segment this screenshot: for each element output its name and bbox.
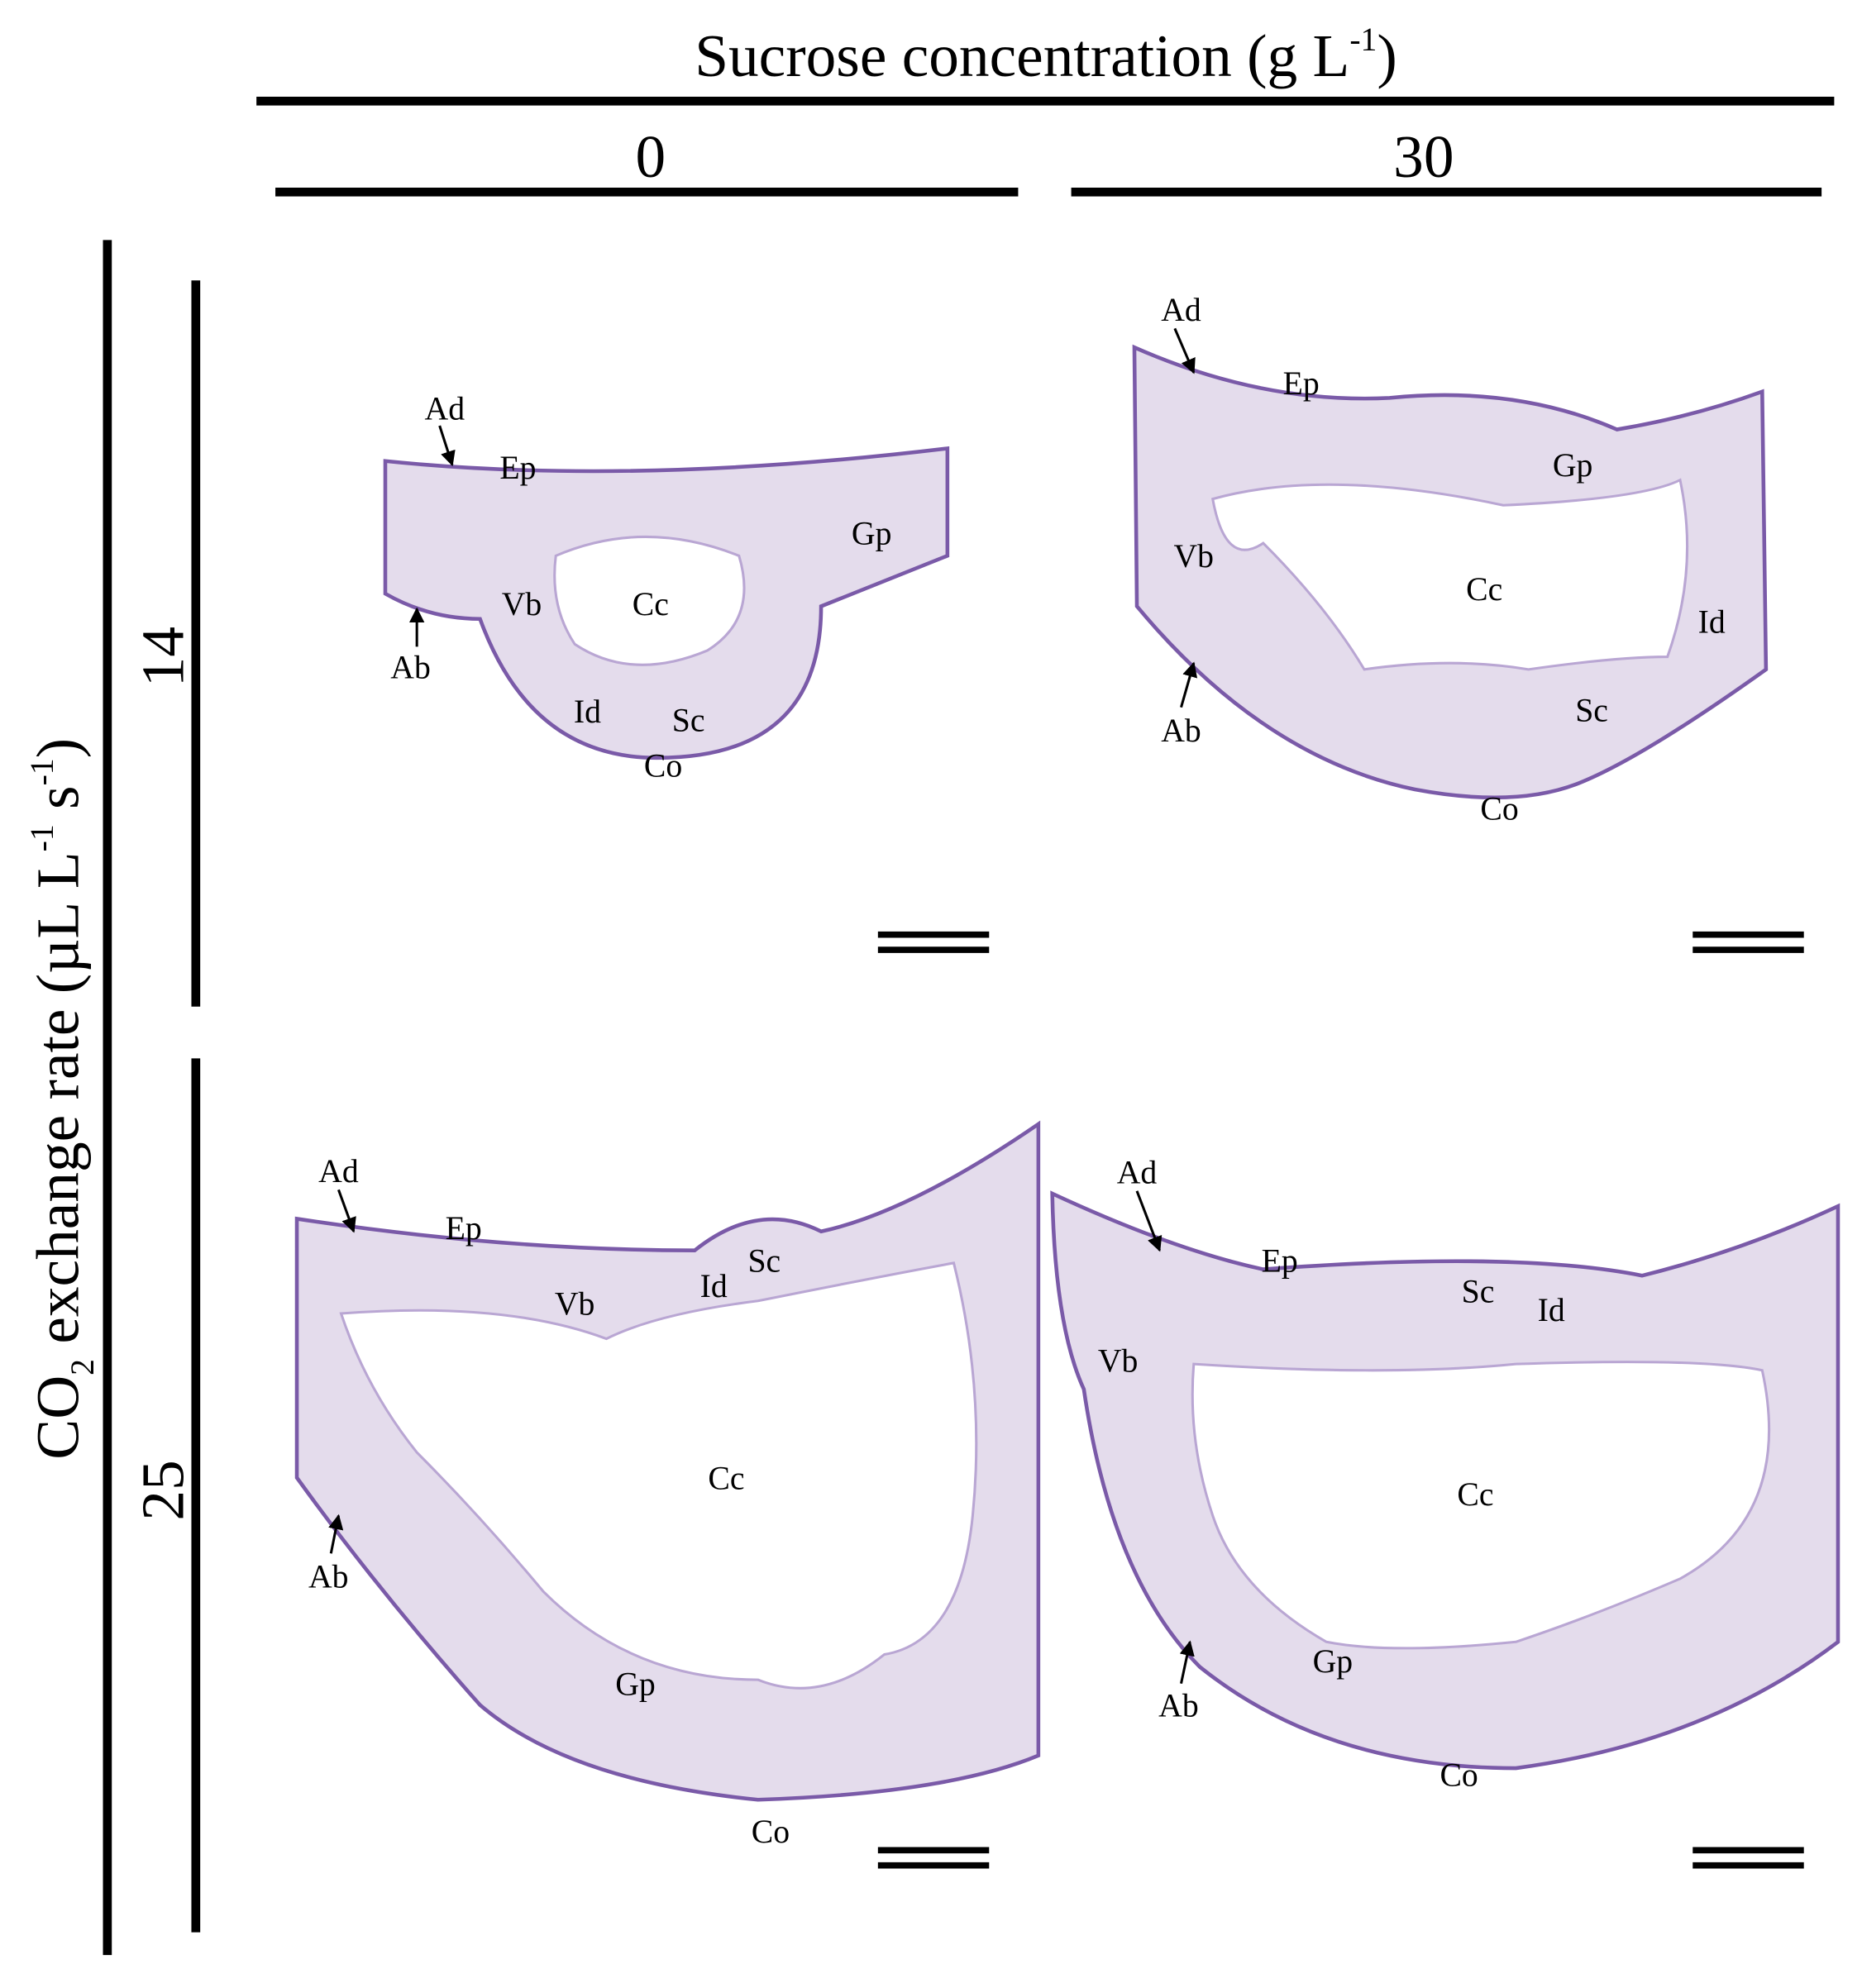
tissue-label: Vb [502, 586, 542, 622]
tissue-label: Sc [1575, 692, 1608, 728]
tissue-label: Ab [1161, 713, 1201, 749]
tissue-label: Cc [708, 1460, 744, 1496]
tissue-label: Gp [1313, 1643, 1354, 1680]
tissue-label: Id [574, 694, 601, 730]
pointer-arrow [438, 425, 456, 467]
tissue-label: Vb [1098, 1342, 1139, 1379]
tissue-label: Co [752, 1814, 790, 1850]
tissue-label: Id [1698, 604, 1726, 641]
title-text: ) [1377, 22, 1396, 89]
tissue-label: Ab [390, 650, 431, 686]
tissue-label: Co [644, 748, 682, 784]
central-cavity [553, 535, 746, 666]
tissue-label: Cc [633, 586, 669, 622]
pointer-arrow [337, 1189, 356, 1233]
pointer-arrow [1180, 661, 1198, 708]
tissue-label: Ep [1283, 365, 1320, 402]
tissue-label: Sc [747, 1243, 781, 1280]
row-axis-title: CO2 exchange rate (µL L-1 s-1) [24, 738, 101, 1460]
panels: Ad Ep Gp Vb Cc Ab Id Sc Co Ad Ep Gp Vb Cc Id Ab Sc Co Ad Ep… [294, 292, 1841, 1869]
row-label: 25 [130, 1460, 197, 1520]
tissue-label: Co [1480, 791, 1518, 827]
axis-sub: 2 [64, 1359, 101, 1375]
tissue-label: Sc [672, 703, 705, 739]
title-sup: -1 [1349, 21, 1377, 58]
column-label: 0 [635, 123, 666, 190]
tissue-label: Ab [308, 1559, 349, 1595]
tissue-label: Ep [1262, 1243, 1298, 1280]
pointer-arrow [1179, 1640, 1195, 1685]
tissue-label: Ad [425, 390, 466, 427]
axis-text: s [25, 785, 92, 824]
row-label: 14 [130, 627, 197, 687]
tissue-label: Co [1439, 1757, 1478, 1793]
tissue-label: Sc [1462, 1273, 1495, 1309]
pointer-arrow [1173, 327, 1196, 374]
column-axis-title: Sucrose concentration (g L-1) [695, 21, 1397, 89]
tissue-label: Ad [1117, 1155, 1158, 1191]
tissue-label: Cc [1466, 571, 1502, 608]
tissue-label: Vb [555, 1286, 595, 1323]
title-text: Sucrose concentration (g L [695, 22, 1349, 89]
pointer-arrow [328, 1514, 344, 1554]
tissue-label: Id [1538, 1292, 1565, 1328]
tissue-label: Id [700, 1268, 728, 1304]
central-cavity [1191, 1361, 1771, 1650]
tissue-label: Ep [446, 1210, 482, 1247]
tissue-label: Gp [615, 1666, 656, 1702]
tissue-label: Ad [318, 1153, 359, 1189]
tissue-label: Vb [1174, 538, 1215, 574]
central-cavity [339, 1261, 978, 1690]
tissue-label: Ep [499, 450, 536, 486]
tissue-label: Ad [1161, 292, 1201, 328]
central-cavity [1210, 478, 1689, 671]
tissue-label: Cc [1457, 1476, 1493, 1513]
axis-text: CO [25, 1375, 92, 1460]
axis-sup: -1 [24, 824, 60, 851]
axis-sup: -1 [24, 758, 60, 785]
tissue-label: Gp [852, 516, 892, 552]
axis-text: exchange rate (µL L [25, 851, 92, 1359]
tissue-label: Ab [1158, 1687, 1199, 1723]
column-label: 30 [1393, 123, 1454, 190]
pointer-arrow [1135, 1190, 1163, 1252]
tissue-label: Gp [1553, 447, 1593, 484]
axis-text: ) [25, 738, 92, 758]
